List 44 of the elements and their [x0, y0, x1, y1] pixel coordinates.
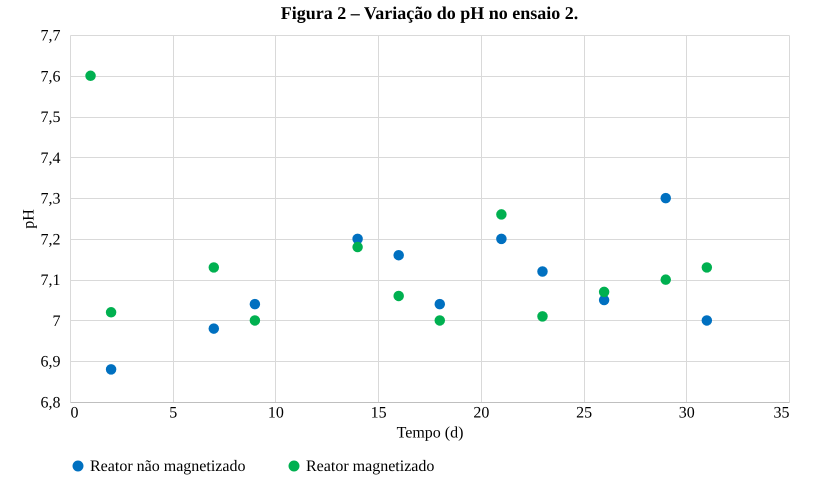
point — [496, 209, 507, 220]
y-tick-label: 7,1 — [40, 272, 60, 290]
point — [660, 192, 671, 204]
point — [208, 323, 220, 334]
y-tick-label: 6,9 — [40, 354, 60, 371]
y-tick-label: 7 — [52, 312, 60, 330]
legend-label: Reator magnetizado — [306, 458, 434, 475]
x-tick-label: 10 — [268, 404, 284, 422]
x-tick-label: 20 — [473, 404, 490, 422]
x-axis-title: Tempo (d) — [396, 424, 464, 442]
point — [106, 364, 116, 375]
point — [393, 250, 404, 260]
x-tick-label: 0 — [70, 404, 78, 422]
point — [660, 274, 671, 285]
y-tick-label: 7,2 — [40, 231, 60, 248]
point — [250, 298, 260, 310]
y-tick-label: 7,7 — [40, 28, 60, 44]
point — [537, 266, 548, 277]
point — [352, 242, 363, 252]
point — [106, 307, 116, 318]
point — [537, 311, 548, 322]
x-tick-label: 25 — [576, 404, 592, 422]
point — [393, 290, 404, 302]
point — [702, 262, 712, 273]
x-tick-label: 15 — [370, 404, 387, 422]
x-tick-label: 35 — [774, 404, 790, 422]
x-tick-label: 30 — [678, 404, 695, 422]
y-axis-title: pH — [20, 208, 38, 229]
legend-label: Reator não magnetizado — [90, 458, 246, 475]
point — [434, 298, 446, 310]
x-tick-label: 5 — [169, 404, 178, 422]
y-tick-label: 7,6 — [40, 68, 60, 86]
y-tick-label: 7,5 — [40, 109, 60, 126]
point — [250, 315, 260, 326]
point — [496, 234, 507, 244]
point — [702, 315, 712, 326]
chart-title: Figura 2 – Variação do pH no ensaio 2. — [280, 3, 578, 23]
point — [434, 315, 446, 326]
point — [598, 286, 610, 298]
point — [85, 70, 96, 82]
y-tick-label: 6,8 — [40, 394, 60, 412]
y-tick-label: 7,4 — [40, 150, 60, 167]
point — [208, 262, 220, 273]
y-tick-label: 7,3 — [40, 190, 60, 208]
